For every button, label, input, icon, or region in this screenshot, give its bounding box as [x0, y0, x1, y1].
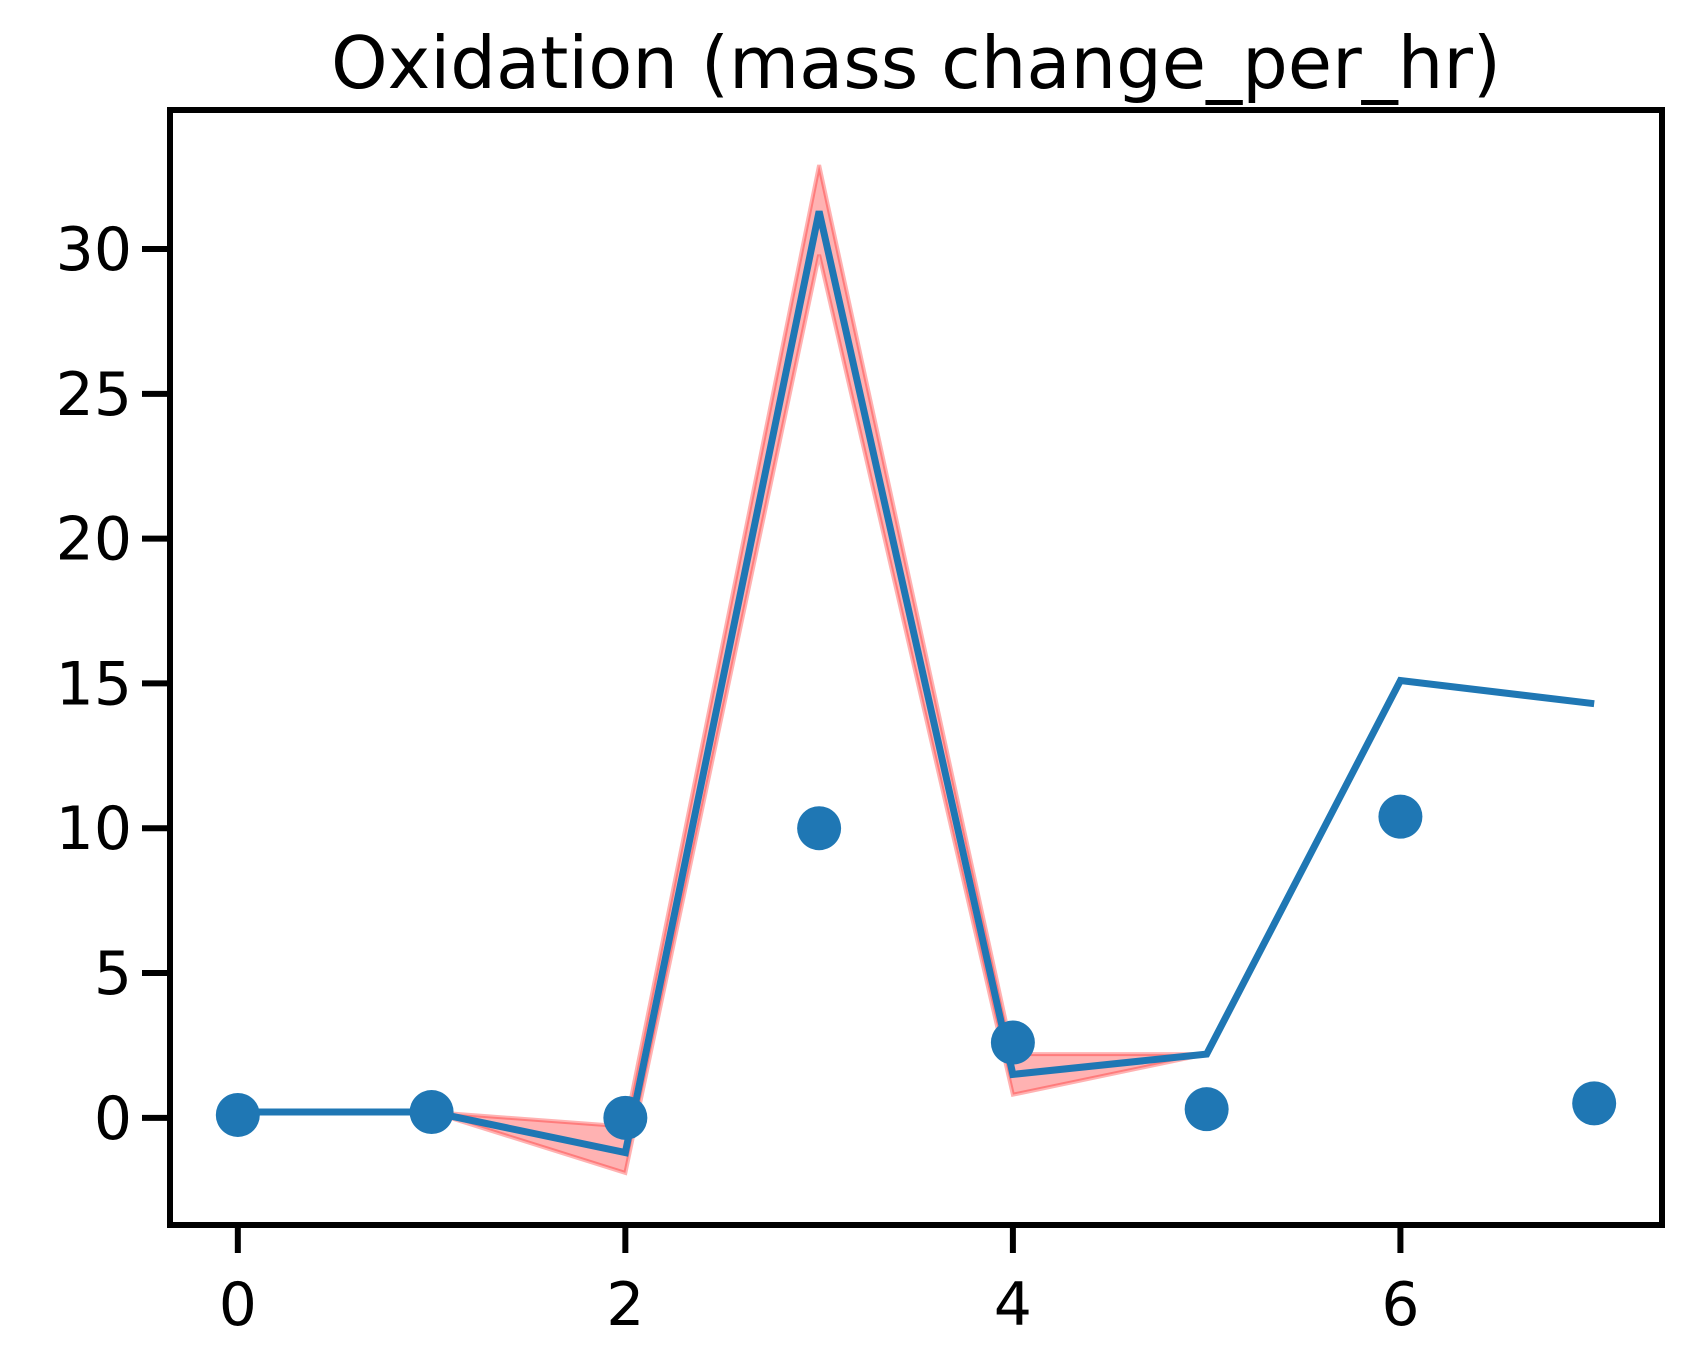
fit-line [237, 210, 1595, 1157]
x-tick-label: 6 [1381, 1270, 1419, 1340]
data-points-layer [215, 794, 1617, 1140]
confidence-band [430, 164, 1208, 1176]
x-tick-label: 0 [219, 1270, 257, 1340]
data-point [1572, 1081, 1617, 1126]
x-tick-label: 4 [994, 1270, 1032, 1340]
data-point [1378, 794, 1423, 839]
y-tick-label: 25 [56, 360, 132, 430]
data-point [990, 1020, 1035, 1065]
plot-frame [167, 107, 1665, 1228]
y-tick-label: 20 [56, 505, 132, 575]
data-point [603, 1095, 648, 1140]
y-tick-label: 10 [56, 794, 132, 864]
y-tick-label: 15 [56, 649, 132, 719]
y-tick-label: 30 [56, 215, 132, 285]
data-point [797, 806, 842, 851]
x-tick-label: 2 [606, 1270, 644, 1340]
data-point [409, 1090, 454, 1135]
axes-layer: 0 2 4 6 0 5 10 15 20 25 30 [56, 107, 1665, 1340]
y-tick-label: 0 [94, 1084, 132, 1154]
fit-line-layer [237, 210, 1595, 1157]
data-point [1184, 1087, 1229, 1132]
confidence-band-layer [430, 164, 1208, 1176]
y-tick-label: 5 [94, 939, 132, 1009]
chart-title: Oxidation (mass change_per_hr) [331, 21, 1501, 105]
data-point [215, 1092, 260, 1137]
